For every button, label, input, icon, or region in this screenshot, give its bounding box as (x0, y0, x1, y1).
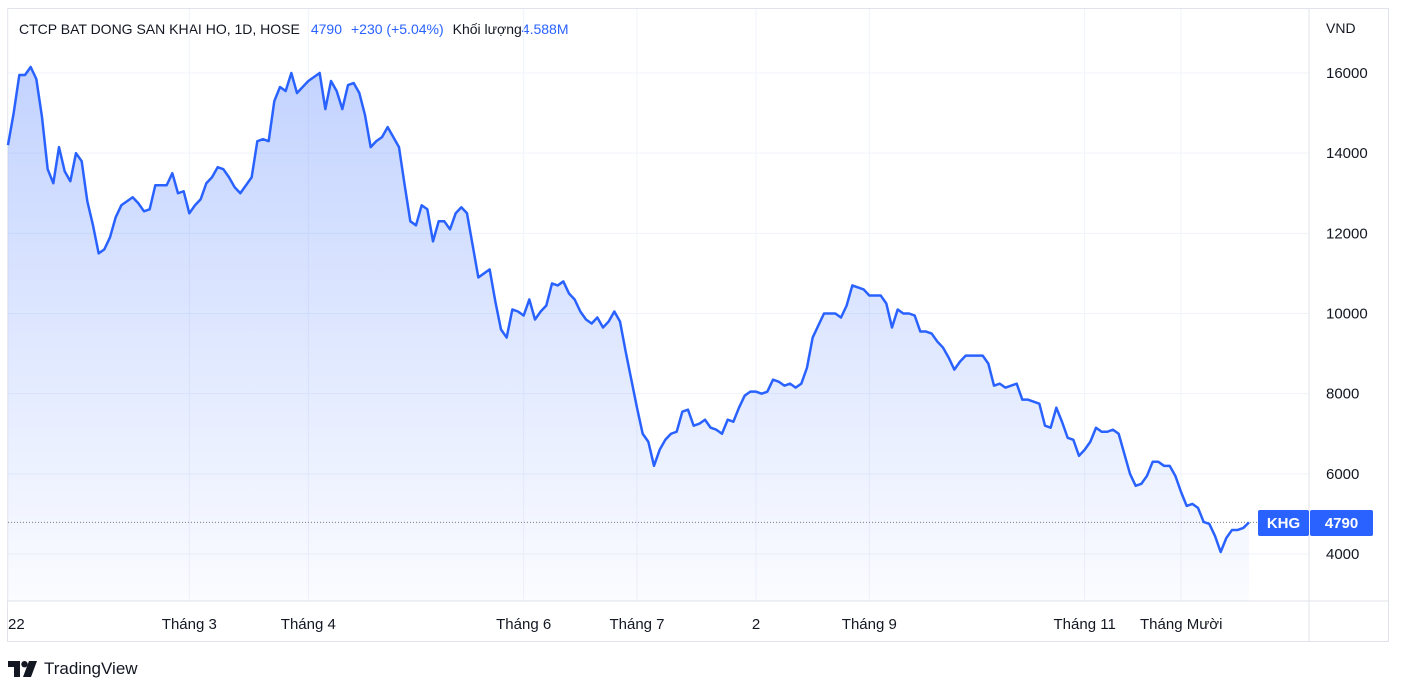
x-tick-label: Tháng 11 (1054, 616, 1116, 633)
area-fill (8, 66, 1249, 602)
x-tick-label: 2 (752, 616, 760, 633)
price-badge (1310, 510, 1373, 536)
x-tick-label: Tháng 4 (281, 616, 336, 633)
time-axis[interactable]: 22 Tháng 3 Tháng 4 Tháng 6 Tháng 7 2 Tháng 9 Th… (8, 616, 1222, 633)
price-area (8, 66, 1249, 602)
x-tick-label: Tháng 9 (842, 616, 897, 633)
symbol-title[interactable]: CTCP BAT DONG SAN KHAI HO, 1D, HOSE (19, 21, 300, 37)
x-tick-label: 22 (8, 616, 25, 633)
price-line (6, 65, 1250, 554)
x-tick-label: Tháng Mười (1140, 616, 1222, 633)
last-price: 4790 (310, 21, 342, 37)
x-tick-label: Tháng 7 (609, 616, 664, 633)
y-tick-label: 4000 (1326, 546, 1359, 563)
currency-label: VND (1326, 20, 1356, 36)
price-badge-text: 4790 (1325, 515, 1358, 532)
price-axis[interactable]: 4000 6000 8000 10000 12000 14000 16000 (1326, 65, 1368, 563)
price-line-group (6, 65, 1250, 554)
y-tick-label: 8000 (1326, 386, 1359, 403)
volume-label: Khối lượng (452, 21, 522, 37)
price-change: +230 (+5.04%) (351, 21, 444, 37)
x-tick-label: Tháng 6 (496, 616, 551, 633)
ticker-badge (1258, 510, 1309, 536)
y-tick-label: 16000 (1326, 65, 1368, 82)
y-tick-label: 12000 (1326, 225, 1368, 242)
y-tick-label: 14000 (1326, 145, 1368, 162)
last-price-label: KHG 4790 (1258, 510, 1373, 536)
ticker-badge-text: KHG (1267, 515, 1300, 532)
x-tick-label: Tháng 3 (162, 616, 217, 633)
y-tick-label: 6000 (1326, 466, 1359, 483)
tradingview-logo-icon (8, 661, 38, 677)
y-tick-label: 10000 (1326, 306, 1368, 323)
brand-name: TradingView (44, 659, 138, 678)
tradingview-attribution[interactable]: TradingView (8, 659, 138, 679)
chart-header: CTCP BAT DONG SAN KHAI HO, 1D, HOSE 4790… (19, 21, 568, 37)
volume-value: 4.588M (521, 21, 569, 37)
